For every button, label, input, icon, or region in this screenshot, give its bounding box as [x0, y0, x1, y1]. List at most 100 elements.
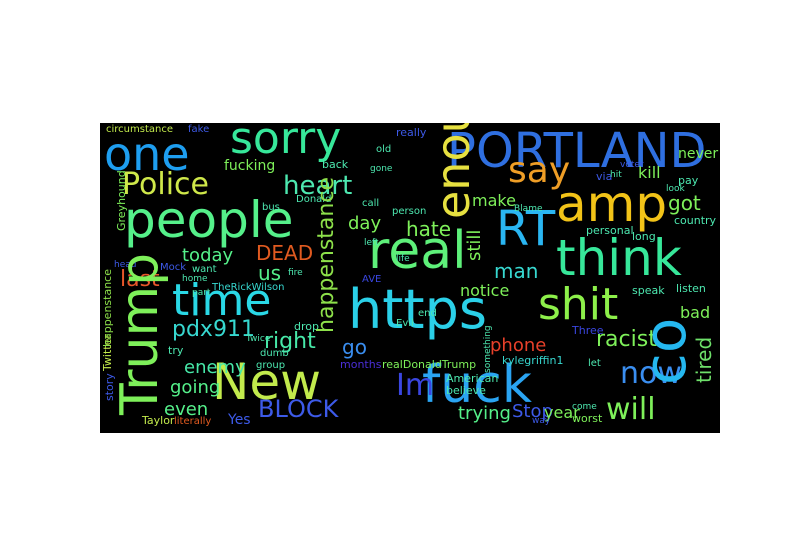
word-mock: Mock [160, 262, 187, 273]
word-listen: listen [676, 282, 706, 295]
word-last: last [120, 267, 160, 292]
word-voter: voter [620, 160, 644, 170]
word-now: now [620, 356, 682, 391]
word-part: part [192, 288, 211, 298]
word-taylor: Taylor [142, 414, 175, 427]
word-old: old [376, 144, 392, 155]
word-trying: trying [458, 403, 511, 424]
word-sorry: sorry [230, 123, 342, 164]
word-one: one [104, 127, 190, 181]
word-dumb: dumb [260, 348, 289, 359]
word-amp: amp [556, 175, 668, 233]
word-new: Trump [110, 252, 170, 415]
word-never: never [678, 146, 719, 162]
word-dead: DEAD [256, 241, 314, 265]
word-via: via [596, 170, 613, 183]
word-still: still [464, 229, 485, 261]
word-try: try [168, 344, 184, 357]
word-fucking: fucking [224, 158, 276, 174]
word-come: come [572, 402, 597, 412]
word-gone: gone [370, 164, 393, 174]
word-head: head [114, 260, 137, 270]
word-group: group [256, 360, 286, 371]
word-co: co [631, 317, 699, 385]
word-trump: New [212, 353, 322, 411]
word-pay: pay [678, 174, 699, 187]
word-believe: believe [446, 384, 486, 397]
word-speak: speak [632, 284, 665, 297]
word-right: right [264, 329, 316, 354]
word-enemy: enemy [184, 357, 246, 378]
word-notice: notice [460, 281, 510, 300]
word-will: will [606, 392, 656, 427]
word-way: way [532, 416, 551, 426]
word-rt: RT [496, 201, 556, 257]
word-life: life [396, 254, 410, 264]
word-enough: happenstance [314, 177, 339, 333]
word-call: call [362, 198, 380, 209]
word-twice: Twice [246, 334, 271, 344]
word-fire: fire [288, 268, 303, 278]
word-block: BLOCK [258, 395, 339, 423]
word-portland: PORTLAND [447, 123, 707, 179]
word-greyhound: Greyhound [115, 170, 128, 231]
word-country: country [674, 214, 717, 227]
word-let: let [588, 358, 601, 369]
word-us: us [258, 261, 282, 285]
word-even: even [164, 399, 209, 420]
word-time: time [172, 275, 272, 326]
word-https: https [348, 278, 487, 341]
word-donald: Donald [296, 194, 332, 205]
word-heart: heart [283, 171, 353, 201]
word-shit: shit [538, 279, 619, 330]
word-blame: Blame [514, 204, 543, 214]
word-happenstance: happenstance [101, 269, 114, 347]
word-really: really [396, 126, 427, 139]
word-people: people [124, 191, 294, 249]
word-hit: hit [610, 170, 622, 180]
word-worst: worst [572, 412, 603, 425]
word-bus: bus [262, 202, 280, 213]
word-fuck: fuck [422, 355, 532, 415]
word-year: year [544, 403, 580, 422]
word-yes: Yes [228, 412, 251, 428]
word-person: person [392, 206, 427, 217]
word-hate: hate [406, 217, 452, 241]
word-back: back [322, 158, 349, 171]
word-go: enough [426, 123, 480, 219]
word-im: Im [396, 368, 435, 403]
word-drop: drop [294, 320, 319, 333]
word-phone: phone [490, 335, 547, 356]
word-american: American [446, 372, 499, 385]
word-real: real [368, 221, 467, 281]
word-stop: Stop [512, 401, 553, 422]
word-police: Police [122, 167, 209, 202]
word-got: got [668, 191, 701, 215]
word-left: left [364, 238, 379, 248]
word-going: going [170, 377, 221, 398]
word-kill: kill [638, 163, 661, 182]
word-make: make [472, 191, 516, 210]
word-long: long [632, 230, 656, 243]
word-want: want [192, 264, 217, 275]
word-man: man [494, 259, 539, 283]
word-bad: bad [680, 303, 711, 322]
word-story: story [103, 373, 116, 401]
word-tired: tired [692, 336, 716, 383]
word-say: say [508, 150, 571, 191]
word-realdonaldtrump: realDonaldTrump [382, 358, 477, 371]
word-think: think [556, 229, 682, 287]
word-look: look [666, 184, 685, 194]
word-therickwilson: TheRickWilson [212, 282, 285, 293]
word-something: something [483, 325, 493, 373]
word-president: go [342, 335, 367, 359]
word-day: day [348, 213, 382, 234]
word-home: home [182, 274, 208, 284]
word-fake: fake [188, 124, 210, 135]
word-circumstance: circumstance [106, 124, 173, 135]
word-pdx911: pdx911 [172, 317, 255, 342]
word-evil: Evil [396, 318, 414, 329]
word-racist: racist [596, 327, 657, 352]
word-literally: literally [174, 416, 212, 427]
word-kylegriffin1: kylegriffin1 [502, 354, 564, 367]
